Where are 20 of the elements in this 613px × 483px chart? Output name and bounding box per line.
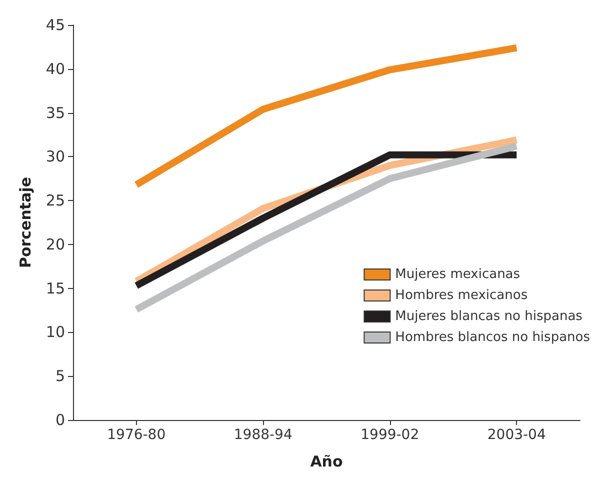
- y-tick-label: 40: [46, 60, 65, 78]
- y-tick-label: 35: [46, 104, 65, 122]
- y-tick-label: 25: [46, 192, 65, 210]
- y-tick-label: 5: [55, 367, 65, 386]
- y-tick-label: 15: [46, 279, 65, 298]
- y-tick-label: 20: [46, 235, 65, 254]
- x-axis-title: Año: [310, 452, 343, 470]
- y-tick-label: 0: [55, 411, 65, 429]
- legend-label: Hombres mexicanos: [395, 288, 528, 303]
- y-tick-label: 45: [46, 16, 65, 34]
- y-tick-label: 10: [46, 323, 65, 342]
- x-tick-label: 1988-94: [234, 427, 292, 443]
- x-tick-label: 2003-04: [487, 427, 546, 443]
- legend-label: Mujeres mexicanas: [395, 267, 520, 282]
- y-tick-label: 30: [46, 148, 65, 166]
- legend-label: Mujeres blancas no hispanas: [395, 309, 583, 324]
- legend-label: Hombres blancos no hispanos: [395, 330, 590, 345]
- x-tick-label: 1999-02: [360, 427, 420, 443]
- y-axis-title: Porcentaje: [16, 176, 34, 268]
- x-tick-label: 1976-80: [107, 427, 166, 443]
